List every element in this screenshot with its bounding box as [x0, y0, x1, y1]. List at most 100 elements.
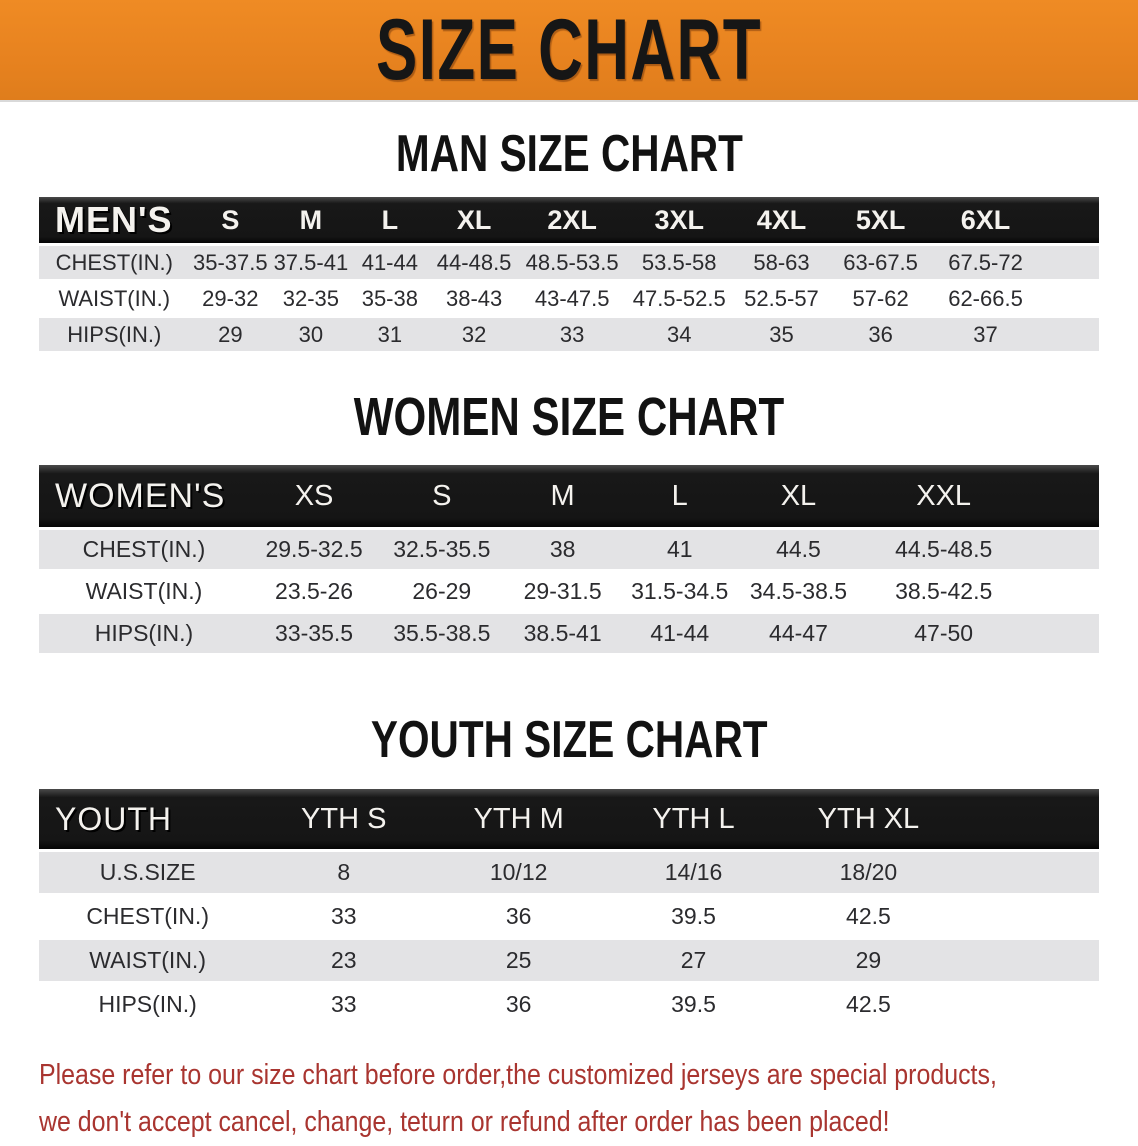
size-value-cell: 32.5-35.5	[379, 530, 505, 569]
table-row: WAIST(IN.) 23.5-26 26-29 29-31.5 31.5-34.5 34…	[39, 572, 1099, 611]
size-value-cell: 63-67.5	[829, 246, 932, 279]
row-filler-cell	[1029, 572, 1099, 611]
size-value-cell: 35.5-38.5	[379, 614, 505, 653]
table-header-label: YOUTH	[39, 789, 257, 849]
size-value-cell: 41	[620, 530, 739, 569]
table-row: CHEST(IN.) 33 36 39.5 42.5	[39, 896, 1099, 937]
size-column-header: L	[620, 465, 739, 527]
women-section-heading-text: WOMEN SIZE CHART	[353, 387, 785, 447]
size-column-header: L	[350, 197, 430, 243]
size-value-cell: 31.5-34.5	[620, 572, 739, 611]
size-value-cell: 33	[519, 318, 626, 351]
men-header-row: MEN'S S M L XL 2XL 3XL 4XL 5XL 6XL	[39, 197, 1099, 243]
size-value-cell: 26-29	[379, 572, 505, 611]
row-filler-cell	[955, 984, 1099, 1025]
size-value-cell: 47.5-52.5	[625, 282, 734, 315]
measurement-label: HIPS(IN.)	[39, 984, 257, 1025]
size-value-cell: 33	[256, 984, 432, 1025]
table-row: HIPS(IN.) 33-35.5 35.5-38.5 38.5-41 41-44 44-…	[39, 614, 1099, 653]
size-value-cell: 33	[256, 896, 432, 937]
size-column-header: YTH L	[606, 789, 781, 849]
size-value-cell: 62-66.5	[931, 282, 1040, 315]
measurement-label: U.S.SIZE	[39, 852, 257, 893]
size-value-cell: 29-32	[189, 282, 272, 315]
size-value-cell: 47-50	[858, 614, 1029, 653]
size-value-cell: 58-63	[733, 246, 830, 279]
size-value-cell: 38-43	[429, 282, 520, 315]
size-column-header: YTH S	[256, 789, 432, 849]
size-value-cell: 29-31.5	[504, 572, 621, 611]
size-chart-banner: SIZE CHART	[0, 0, 1138, 102]
size-value-cell: 8	[256, 852, 432, 893]
youth-table-container: YOUTH YTH S YTH M YTH L YTH XL U.S.SIZE 8 10/1…	[0, 786, 1138, 1028]
size-value-cell: 29	[780, 940, 956, 981]
table-header-label: MEN'S	[39, 197, 190, 243]
row-filler-cell	[955, 940, 1099, 981]
size-value-cell: 35	[733, 318, 830, 351]
size-value-cell: 33-35.5	[248, 614, 380, 653]
size-column-header: M	[271, 197, 351, 243]
table-row: WAIST(IN.) 29-32 32-35 35-38 38-43 43-47.5 47.…	[39, 282, 1099, 315]
size-column-header: 5XL	[829, 197, 932, 243]
size-value-cell: 27	[606, 940, 781, 981]
size-column-header: XL	[738, 465, 859, 527]
measurement-label: HIPS(IN.)	[39, 614, 249, 653]
row-filler-cell	[1039, 318, 1099, 351]
size-value-cell: 39.5	[606, 984, 781, 1025]
women-size-table: WOMEN'S XS S M L XL XXL CHEST(IN.) 29.5-32.5 32.…	[39, 462, 1099, 656]
size-column-header: XS	[248, 465, 380, 527]
size-value-cell: 38.5-41	[504, 614, 621, 653]
table-header-label: WOMEN'S	[39, 465, 249, 527]
size-value-cell: 36	[431, 896, 607, 937]
size-column-header: 2XL	[519, 197, 626, 243]
table-row: HIPS(IN.) 29 30 31 32 33 34 35 36 37	[39, 318, 1099, 351]
size-value-cell: 35-38	[350, 282, 430, 315]
size-value-cell: 36	[431, 984, 607, 1025]
size-value-cell: 44-47	[738, 614, 859, 653]
measurement-label: CHEST(IN.)	[39, 896, 257, 937]
men-section-heading: MAN SIZE CHART	[0, 128, 1138, 180]
header-filler-cell	[1039, 197, 1099, 243]
size-value-cell: 32	[429, 318, 520, 351]
table-row: CHEST(IN.) 29.5-32.5 32.5-35.5 38 41 44.5 44.5…	[39, 530, 1099, 569]
size-column-header: 3XL	[625, 197, 734, 243]
table-row: U.S.SIZE 8 10/12 14/16 18/20	[39, 852, 1099, 893]
size-value-cell: 43-47.5	[519, 282, 626, 315]
size-value-cell: 23	[256, 940, 432, 981]
size-value-cell: 37	[931, 318, 1040, 351]
size-value-cell: 44-48.5	[429, 246, 520, 279]
youth-section-heading: YOUTH SIZE CHART	[0, 714, 1138, 766]
size-value-cell: 29	[189, 318, 272, 351]
size-value-cell: 44.5	[738, 530, 859, 569]
row-filler-cell	[1029, 614, 1099, 653]
men-size-table: MEN'S S M L XL 2XL 3XL 4XL 5XL 6XL CHEST(IN.) 35-3…	[39, 194, 1099, 354]
men-table-container: MEN'S S M L XL 2XL 3XL 4XL 5XL 6XL CHEST(IN.) 35-3…	[0, 194, 1138, 354]
size-value-cell: 39.5	[606, 896, 781, 937]
size-value-cell: 32-35	[271, 282, 351, 315]
disclaimer-line-2: we don't accept cancel, change, teturn o…	[39, 1105, 890, 1138]
size-value-cell: 37.5-41	[271, 246, 351, 279]
size-value-cell: 42.5	[780, 984, 956, 1025]
women-table-container: WOMEN'S XS S M L XL XXL CHEST(IN.) 29.5-32.5 32.…	[0, 462, 1138, 656]
measurement-label: WAIST(IN.)	[39, 940, 257, 981]
table-row: CHEST(IN.) 35-37.5 37.5-41 41-44 44-48.5 48.5…	[39, 246, 1099, 279]
youth-header-row: YOUTH YTH S YTH M YTH L YTH XL	[39, 789, 1099, 849]
row-filler-cell	[955, 852, 1099, 893]
disclaimer-text: Please refer to our size chart before or…	[39, 1052, 1105, 1146]
size-value-cell: 29.5-32.5	[248, 530, 380, 569]
men-section-heading-text: MAN SIZE CHART	[395, 125, 743, 183]
table-row: HIPS(IN.) 33 36 39.5 42.5	[39, 984, 1099, 1025]
size-value-cell: 14/16	[606, 852, 781, 893]
row-filler-cell	[1029, 530, 1099, 569]
size-column-header: 4XL	[733, 197, 830, 243]
measurement-label: HIPS(IN.)	[39, 318, 190, 351]
size-value-cell: 42.5	[780, 896, 956, 937]
size-column-header: YTH M	[431, 789, 607, 849]
size-value-cell: 44.5-48.5	[858, 530, 1029, 569]
header-filler-cell	[955, 789, 1099, 849]
size-column-header: 6XL	[931, 197, 1040, 243]
size-value-cell: 25	[431, 940, 607, 981]
banner-title: SIZE CHART	[376, 2, 762, 98]
measurement-label: WAIST(IN.)	[39, 572, 249, 611]
women-section-heading: WOMEN SIZE CHART	[0, 390, 1138, 444]
